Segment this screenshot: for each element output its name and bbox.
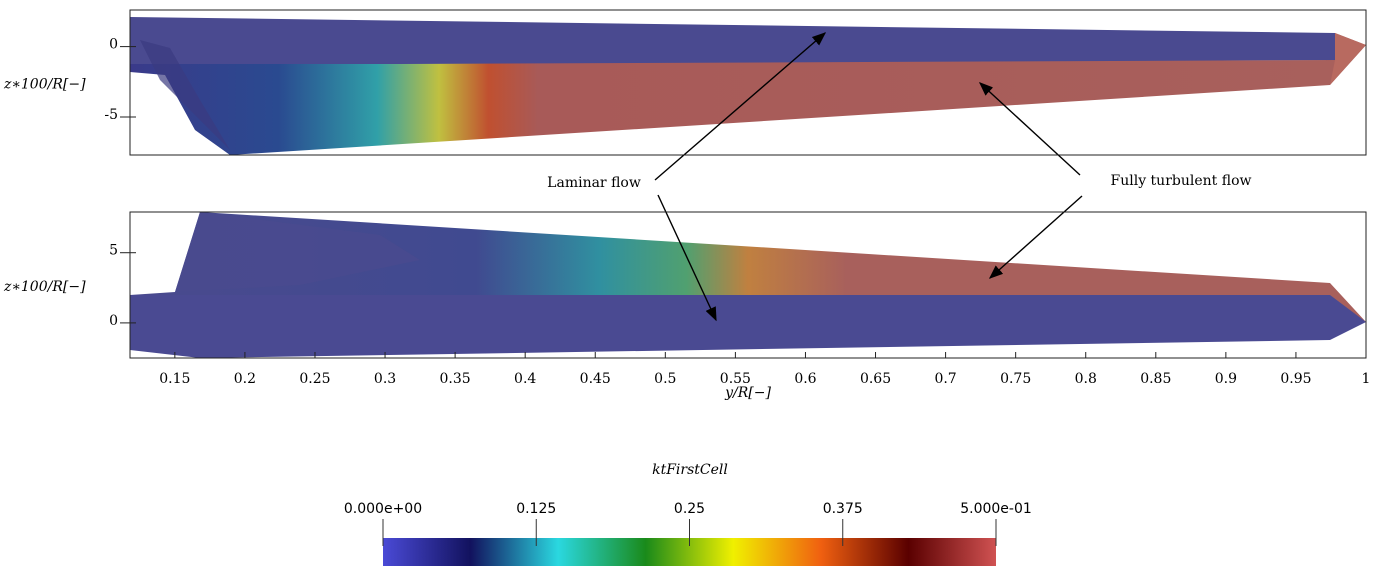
blade-laminar-band	[130, 17, 1335, 64]
x-tick-label: 0.15	[159, 371, 190, 387]
x-tick-label: 0.45	[580, 371, 611, 387]
y-axis-label: z∗100/R[−]	[3, 77, 86, 93]
blade-laminar-region	[130, 295, 1366, 358]
blade-root	[140, 40, 230, 150]
colorbar-tick-label: 0.000e+00	[344, 501, 422, 517]
colorbar-tick-label: 0.375	[823, 501, 863, 517]
y-tick-label: 5	[109, 243, 118, 259]
x-tick-label: 0.8	[1075, 371, 1097, 387]
x-tick-label: 0.3	[374, 371, 396, 387]
arrow	[988, 195, 1083, 279]
arrow	[978, 82, 1081, 176]
colorbar-tick-label: 0.25	[674, 501, 705, 517]
x-tick-label: 0.25	[299, 371, 330, 387]
x-tick-label: 0.7	[934, 371, 956, 387]
colorbar-tick-label: 5.000e-01	[960, 501, 1032, 517]
x-tick-label: 0.65	[860, 371, 891, 387]
x-tick-label: 0.95	[1280, 371, 1311, 387]
x-tick-label: 0.75	[1000, 371, 1031, 387]
axes-frame	[129, 9, 1367, 156]
colorbar-tick-label: 0.125	[516, 501, 556, 517]
y-tick-label: 0	[109, 37, 118, 53]
x-tick-label: 0.5	[654, 371, 676, 387]
x-tick-label: 0.2	[234, 371, 256, 387]
x-axis-label: y/R[−]	[724, 385, 771, 401]
blade-tip	[1330, 33, 1366, 85]
annotation: Fully turbulent flow	[1111, 173, 1252, 189]
x-tick-label: 0.9	[1215, 371, 1237, 387]
blade-pressure	[130, 212, 1366, 322]
arrow	[657, 194, 717, 322]
x-tick-label: 0.85	[1140, 371, 1171, 387]
x-tick-label: 1	[1362, 371, 1371, 387]
colorbar-title: ktFirstCell	[652, 462, 728, 478]
annotation: Laminar flow	[547, 175, 641, 191]
x-tick-label: 0.6	[794, 371, 816, 387]
axes-frame	[129, 211, 1367, 359]
x-tick-label: 0.4	[514, 371, 536, 387]
y-axis-label: z∗100/R[−]	[3, 279, 86, 295]
y-tick-label: 0	[109, 313, 118, 329]
y-tick-label: -5	[104, 107, 118, 123]
x-tick-label: 0.35	[440, 371, 471, 387]
x-tick-label: 0.55	[720, 371, 751, 387]
blade-root	[175, 212, 420, 292]
